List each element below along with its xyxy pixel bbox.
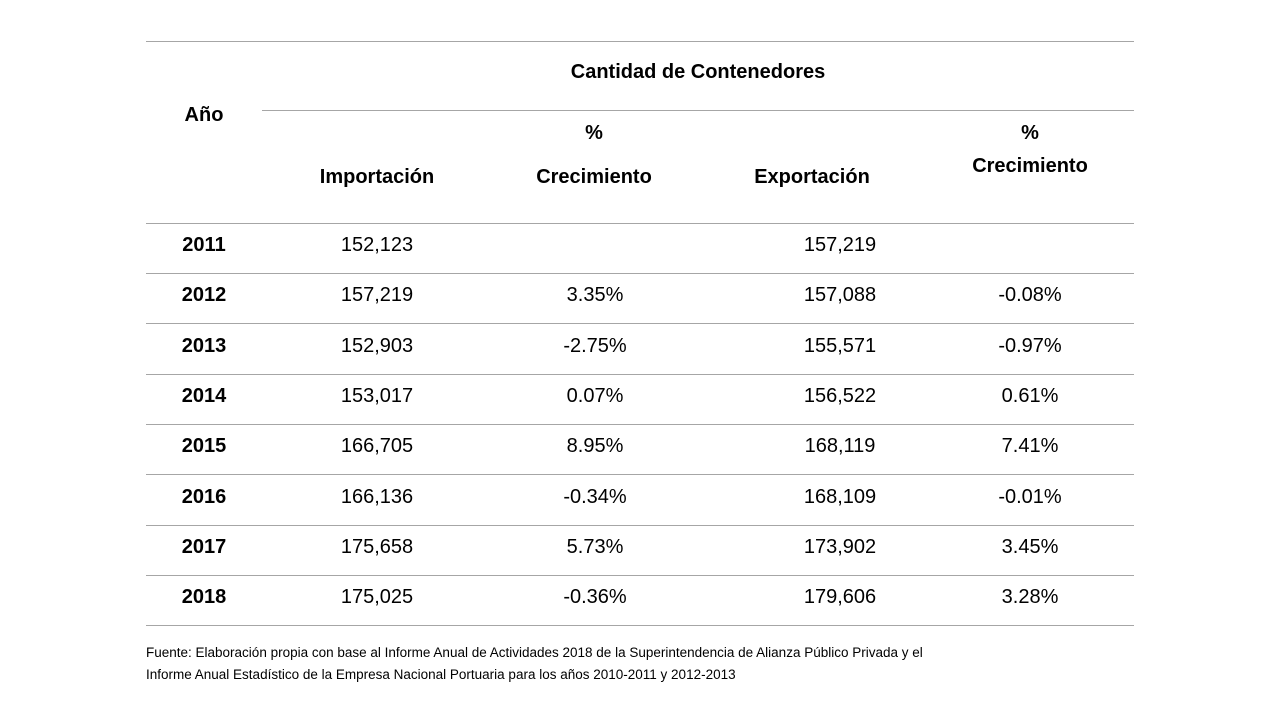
source-line-1: Fuente: Elaboración propia con base al I… — [146, 645, 923, 660]
importacion-cell: 157,219 — [340, 284, 414, 307]
year-cell: 2011 — [182, 234, 226, 256]
crec-imp-cell: 5.73% — [566, 535, 624, 558]
exportacion-cell: 168,119 — [804, 435, 876, 458]
header-year: Año — [184, 104, 224, 126]
importacion-cell: 153,017 — [340, 384, 414, 407]
crec-imp-cell: 3.35% — [566, 284, 624, 307]
exportacion-cell: 156,522 — [803, 384, 877, 407]
header-crec-imp-bottom: Crecimiento — [536, 166, 652, 188]
year-cell: 2018 — [181, 586, 227, 609]
row-rule — [146, 273, 1134, 274]
importacion-cell: 175,658 — [340, 535, 414, 558]
header-crec-exp-top: % — [1021, 122, 1039, 144]
crec-exp-cell: -0.08% — [998, 284, 1062, 307]
crec-exp-cell: 3.28% — [1001, 586, 1059, 609]
group-header-rule — [262, 110, 1134, 111]
crec-imp-cell: -2.75% — [563, 334, 627, 357]
header-exportacion: Exportación — [754, 166, 870, 188]
row-rule — [146, 625, 1134, 626]
exportacion-cell: 157,219 — [803, 234, 877, 256]
row-rule — [146, 575, 1134, 576]
importacion-cell: 152,903 — [340, 334, 414, 357]
crec-exp-cell: 7.41% — [1001, 435, 1059, 458]
crec-imp-cell: 0.07% — [566, 384, 624, 407]
header-bottom-rule — [146, 223, 1134, 224]
year-cell: 2013 — [181, 334, 227, 357]
crec-exp-cell: -0.97% — [998, 334, 1062, 357]
importacion-cell: 152,123 — [340, 234, 414, 256]
crec-exp-cell: 0.61% — [1001, 384, 1059, 407]
crec-imp-cell: -0.36% — [563, 586, 627, 609]
row-rule — [146, 323, 1134, 324]
header-crec-exp-bottom: Crecimiento — [972, 155, 1088, 177]
exportacion-cell: 155,571 — [803, 334, 877, 357]
row-rule — [146, 474, 1134, 475]
row-rule — [146, 424, 1134, 425]
crec-exp-cell: 3.45% — [1001, 535, 1059, 558]
row-rule — [146, 374, 1134, 375]
exportacion-cell: 157,088 — [803, 284, 877, 307]
exportacion-cell: 173,902 — [803, 535, 877, 558]
year-cell: 2015 — [181, 435, 227, 458]
header-group: Cantidad de Contenedores — [570, 61, 826, 83]
year-cell: 2012 — [181, 284, 227, 307]
year-cell: 2017 — [181, 535, 227, 558]
year-cell: 2016 — [181, 485, 227, 508]
importacion-cell: 166,136 — [340, 485, 414, 508]
crec-exp-cell: -0.01% — [998, 485, 1062, 508]
table-top-rule — [146, 41, 1134, 42]
row-rule — [146, 525, 1134, 526]
crec-imp-cell: 8.95% — [566, 435, 624, 458]
exportacion-cell: 168,109 — [803, 485, 877, 508]
source-line-2: Informe Anual Estadístico de la Empresa … — [146, 667, 736, 682]
header-importacion: Importación — [319, 166, 435, 188]
importacion-cell: 166,705 — [340, 435, 414, 458]
source-note: Fuente: Elaboración propia con base al I… — [146, 642, 923, 686]
header-crec-imp-top: % — [585, 122, 603, 144]
crec-imp-cell: -0.34% — [563, 485, 627, 508]
exportacion-cell: 179,606 — [803, 586, 877, 609]
importacion-cell: 175,025 — [340, 586, 414, 609]
year-cell: 2014 — [181, 384, 227, 407]
